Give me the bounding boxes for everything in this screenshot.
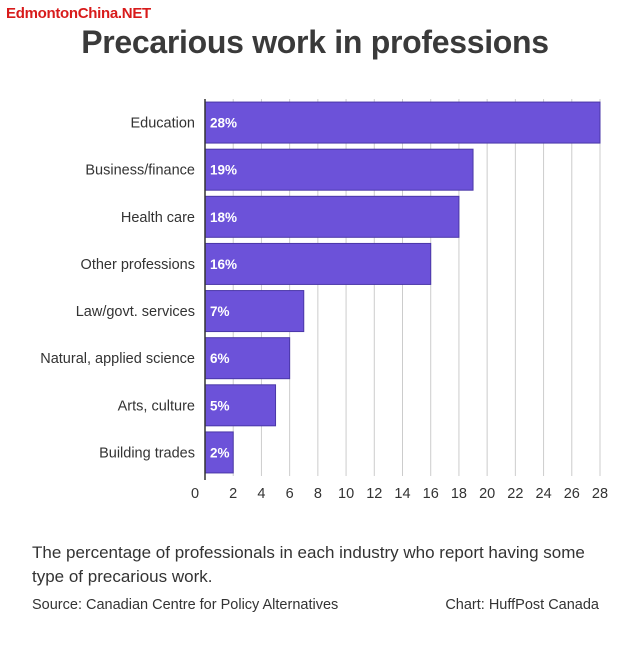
category-label: Education [131,116,196,132]
bar [204,195,460,238]
x-tick-label: 18 [451,486,467,502]
x-tick-label: 2 [229,486,237,502]
x-tick-label: 22 [507,486,523,502]
bar [204,101,601,144]
data-label: 5% [210,398,230,413]
chart-source: Source: Canadian Centre for Policy Alter… [32,597,339,613]
watermark: EdmontonChina.NET [6,5,151,22]
x-tick-label: 10 [338,486,354,502]
data-label: 16% [210,257,237,272]
bar [204,290,305,333]
x-tick-label: 6 [286,486,294,502]
data-label: 28% [210,116,237,131]
chart-title: Precarious work in professions [81,24,549,60]
bar [204,242,432,285]
bar [204,431,234,474]
x-tick-label: 16 [423,486,439,502]
bar [204,384,277,427]
chart-caption: The percentage of professionals in each … [32,543,585,586]
bar [204,148,474,191]
category-label: Health care [121,210,195,226]
x-tick-label: 26 [564,486,580,502]
x-tick-label: 20 [479,486,495,502]
data-label: 6% [210,351,230,366]
x-tick-label: 12 [366,486,382,502]
x-tick-label: 28 [592,486,608,502]
x-tick-label: 0 [191,486,199,502]
category-label: Natural, applied science [40,351,195,367]
data-label: 2% [210,445,230,460]
data-label: 18% [210,210,237,225]
category-label: Business/finance [85,163,195,179]
data-label: 7% [210,304,230,319]
category-label: Law/govt. services [76,304,195,320]
x-tick-label: 14 [394,486,410,502]
x-tick-label: 4 [257,486,265,502]
x-tick-label: 8 [314,486,322,502]
category-label: Building trades [99,445,195,461]
category-label: Arts, culture [118,398,195,414]
chart-credit: Chart: HuffPost Canada [445,597,599,613]
category-label: Other professions [81,257,195,273]
x-tick-label: 24 [536,486,552,502]
data-label: 19% [210,163,237,178]
